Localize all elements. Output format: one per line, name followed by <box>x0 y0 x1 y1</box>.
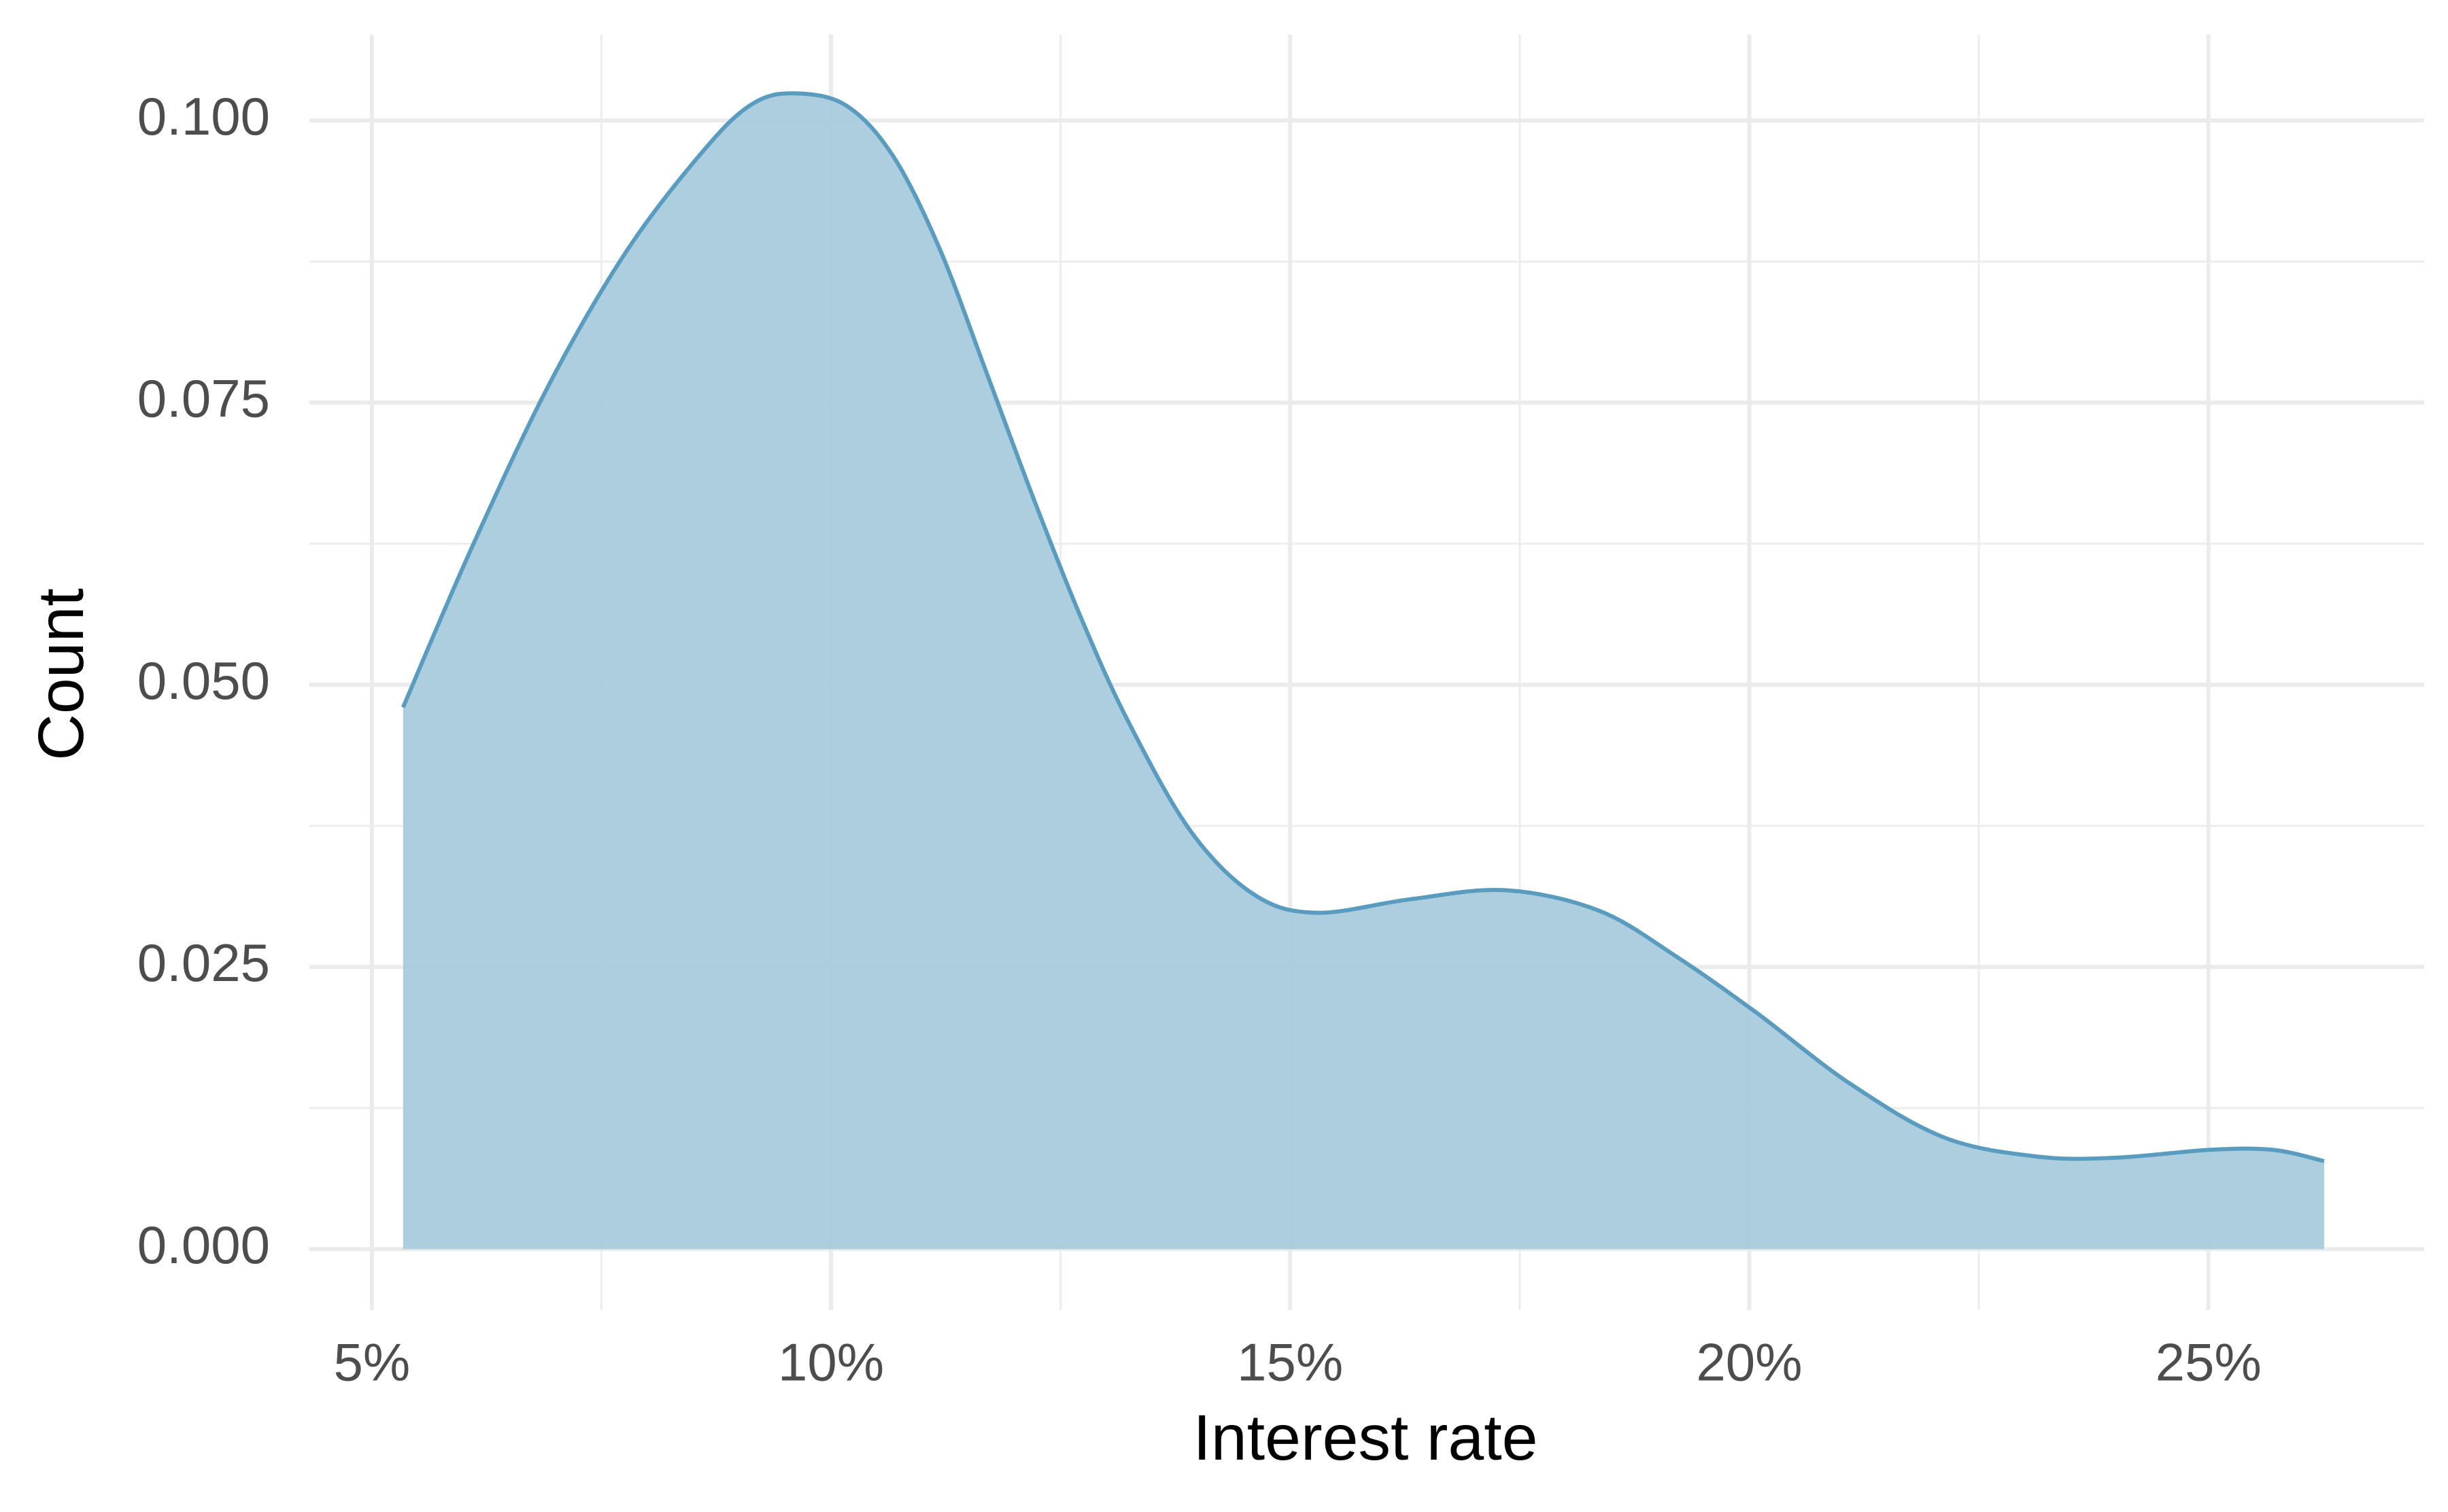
y-tick-label: 0.050 <box>137 651 270 710</box>
x-tick-label: 25% <box>2156 1333 2262 1392</box>
area-line <box>401 91 2325 1163</box>
x-axis-title: Interest rate <box>1193 1402 1538 1474</box>
x-tick-label: 15% <box>1237 1333 1343 1392</box>
y-tick-label: 0.075 <box>137 368 270 428</box>
axis-labels: 0.000 0.025 0.050 0.075 0.100 5% 10% 15% 20% 25% <box>137 86 2262 1392</box>
x-tick-label: 5% <box>333 1333 410 1392</box>
plot-area <box>401 91 2325 1250</box>
x-tick-label: 10% <box>778 1333 884 1392</box>
y-tick-label: 0.100 <box>137 86 270 146</box>
y-axis-title: Count <box>25 588 97 761</box>
x-tick-label: 20% <box>1696 1333 1802 1392</box>
area-fill <box>403 93 2324 1250</box>
y-tick-label: 0.000 <box>137 1215 270 1275</box>
y-tick-label: 0.025 <box>137 933 270 993</box>
